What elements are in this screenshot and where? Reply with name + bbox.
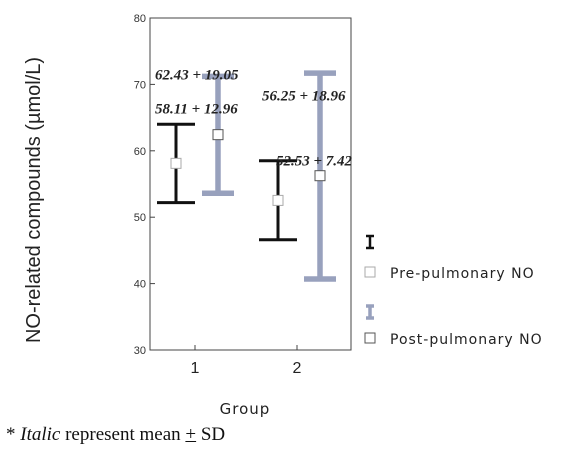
error-bar <box>157 122 195 205</box>
footnote-middle: represent mean <box>60 424 186 445</box>
footnote: * Italic represent mean + SD <box>6 424 225 446</box>
y-axis-label: NO-related compounds (µmol/L) <box>23 57 45 343</box>
y-tick-label: 80 <box>134 13 146 25</box>
x-tick-label: 2 <box>293 360 302 377</box>
footnote-prefix: * <box>6 424 21 445</box>
y-axis: 30 40 50 60 70 80 <box>134 13 155 357</box>
mean-sd-label: 52.53 + 7.42 <box>276 153 353 169</box>
legend-label-post: Post-pulmonary NO <box>390 332 543 348</box>
y-tick-label: 40 <box>134 279 146 291</box>
y-tick-label: 70 <box>134 79 146 91</box>
mean-marker <box>272 194 284 206</box>
mean-marker <box>170 157 182 169</box>
annotations: 58.11 + 12.96 52.53 + 7.42 62.43 + 19.05 56… <box>155 68 353 170</box>
y-tick-label: 50 <box>134 212 146 224</box>
mean-sd-label: 62.43 + 19.05 <box>155 68 239 84</box>
footnote-italic-word: Italic <box>20 424 61 445</box>
legend: Pre-pulmonary NO Post-pulmonary NO <box>364 234 543 348</box>
error-bar <box>304 70 336 282</box>
y-tick-label: 60 <box>134 146 146 158</box>
x-axis-label: Group <box>220 400 271 418</box>
footnote-suffix: SD <box>196 424 226 445</box>
legend-marker-pre <box>364 266 376 278</box>
error-bar <box>202 73 234 197</box>
mean-marker <box>314 170 326 182</box>
mean-sd-label: 56.25 + 18.96 <box>262 89 346 105</box>
mean-marker <box>212 129 224 141</box>
error-bars <box>157 70 336 282</box>
legend-label-pre: Pre-pulmonary NO <box>390 266 535 282</box>
mean-sd-label: 58.11 + 12.96 <box>155 101 238 117</box>
y-tick-label: 30 <box>134 345 146 357</box>
legend-marker-post <box>364 332 376 344</box>
footnote-plus-minus: + <box>185 424 197 445</box>
x-tick-label: 1 <box>191 360 200 377</box>
error-bar <box>259 159 297 242</box>
